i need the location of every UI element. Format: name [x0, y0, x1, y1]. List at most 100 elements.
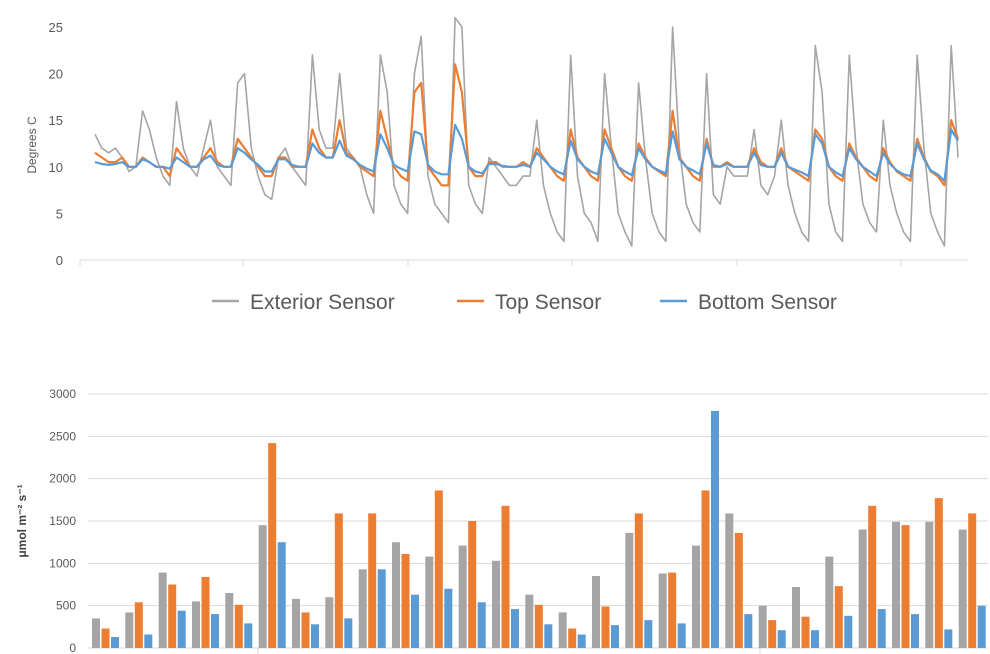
y-axis-label: μmol m⁻² s⁻¹ [15, 484, 29, 557]
y-tick-label: 2500 [49, 429, 76, 443]
bar [458, 545, 467, 648]
bar [892, 521, 900, 648]
bar [558, 612, 567, 648]
bar [692, 545, 700, 648]
bar [634, 513, 643, 648]
bar [944, 629, 953, 648]
bar [844, 615, 853, 648]
bar [411, 594, 419, 648]
bar [534, 604, 543, 648]
bar [225, 593, 234, 648]
bar [901, 525, 910, 648]
bar [434, 490, 443, 648]
bar [325, 597, 334, 648]
bar [592, 576, 600, 648]
y-tick-label: 500 [56, 599, 76, 613]
bar [377, 569, 386, 648]
bar [711, 410, 719, 648]
bar [758, 605, 767, 648]
y-tick-label: 5 [56, 206, 63, 221]
bar [968, 513, 977, 648]
bar [311, 624, 319, 648]
bar [734, 532, 743, 648]
bar [477, 602, 486, 648]
bar [577, 634, 586, 648]
y-tick-label: 3000 [49, 387, 76, 401]
bar [611, 625, 619, 648]
bar [525, 594, 534, 648]
bar [744, 614, 753, 648]
bar [144, 634, 153, 648]
y-tick-label: 25 [49, 20, 63, 35]
bar [292, 598, 300, 648]
bar [158, 572, 167, 648]
bar [258, 525, 267, 648]
bar [877, 609, 886, 648]
y-axis-label: Degrees C [25, 116, 39, 174]
bar [101, 628, 110, 648]
bar [192, 601, 200, 648]
bar [701, 490, 710, 648]
bar [625, 532, 634, 648]
y-tick-label: 1000 [49, 556, 76, 570]
bar [792, 587, 800, 648]
bar [234, 604, 243, 648]
bar [358, 569, 367, 648]
bar [825, 556, 834, 648]
bar [658, 573, 667, 648]
bar [401, 554, 410, 648]
bar [277, 542, 286, 648]
bar [977, 605, 986, 648]
bar [334, 513, 343, 648]
bar [92, 618, 100, 648]
bar [768, 620, 777, 648]
y-tick-label: 20 [49, 67, 63, 82]
bar [368, 513, 377, 648]
bar [868, 505, 877, 648]
par-bar-chart: 0 500 1000 1500 2000 2500 3000 μmol m⁻² s⁻¹ [15, 387, 988, 654]
legend: Exterior Sensor Top Sensor Bottom Sensor [212, 291, 837, 314]
bar [301, 612, 310, 648]
bar [501, 505, 510, 648]
y-tick-label: 1500 [49, 514, 76, 528]
bar [644, 620, 653, 648]
bar [777, 630, 786, 648]
y-tick-label: 10 [49, 160, 63, 175]
bar [244, 623, 253, 648]
legend-label: Exterior Sensor [250, 291, 395, 314]
bar [468, 521, 477, 648]
bar [125, 612, 134, 648]
bar [801, 616, 810, 648]
bar [958, 529, 967, 648]
bar [177, 610, 186, 648]
y-tick-label: 0 [56, 253, 63, 268]
series-line-bottom-sensor [94, 123, 959, 182]
bar [268, 443, 277, 648]
bar [168, 584, 177, 648]
bar [858, 529, 867, 648]
bar [668, 572, 677, 648]
bar [934, 498, 943, 648]
legend-label: Top Sensor [495, 291, 601, 314]
bar [111, 637, 119, 648]
series-line-exterior-sensor [94, 16, 959, 247]
bar [725, 513, 734, 648]
bar [925, 521, 934, 648]
bar [392, 542, 400, 648]
bar [511, 609, 519, 648]
bar [492, 560, 500, 648]
y-tick-label: 15 [49, 113, 63, 128]
bar [201, 576, 210, 648]
bar [134, 602, 143, 648]
bar [677, 623, 686, 648]
bar [211, 614, 219, 648]
temperature-line-chart: 0 5 10 15 20 25 Degrees C Exterior Sensor Top … [25, 16, 968, 314]
bar [444, 588, 453, 648]
y-tick-label: 0 [69, 641, 76, 654]
bar [601, 606, 610, 648]
bar [811, 630, 819, 648]
bar [425, 556, 434, 648]
bar [344, 618, 353, 648]
y-tick-label: 2000 [49, 472, 76, 486]
bar [568, 628, 577, 648]
